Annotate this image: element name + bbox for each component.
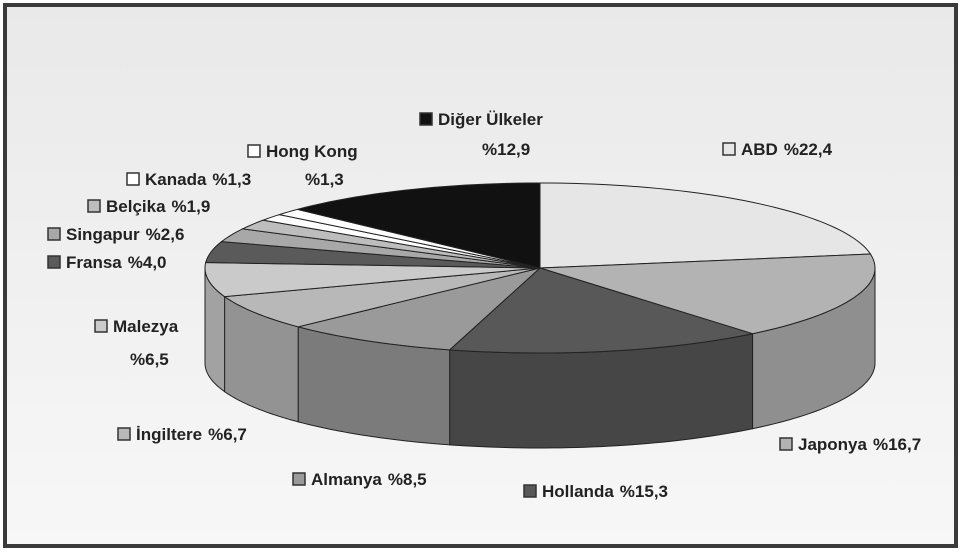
legend-swatch (47, 227, 61, 241)
slice (448, 267, 753, 354)
slice-name: Japonya (798, 435, 868, 454)
slice-name: ABD (741, 140, 778, 159)
slice-value: %1,9 (172, 197, 211, 216)
slice (220, 228, 541, 269)
slice-name: Singapur (66, 225, 140, 244)
slice (539, 182, 872, 269)
legend-swatch (94, 319, 108, 333)
legend-swatch (722, 142, 736, 156)
slice-name: Kanada (145, 170, 207, 189)
slice-label: İngiltere %6,7 (136, 425, 247, 444)
slice-value: %12,9 (482, 140, 530, 159)
legend-swatch (247, 144, 261, 158)
slice-name: İngiltere (136, 425, 202, 444)
legend-swatch (126, 172, 140, 186)
slice-name: Hong Kong (266, 142, 358, 161)
slice-name: Malezya (113, 317, 179, 336)
slice-value: %8,5 (388, 470, 427, 489)
slice-label: Fransa %4,0 (66, 253, 167, 272)
slice-label: ABD %22,4 (741, 140, 833, 159)
slice (298, 267, 541, 351)
slice-value: %6,5 (130, 350, 169, 369)
slice-value: %16,7 (873, 435, 921, 454)
slice-label: Belçika %1,9 (106, 197, 210, 216)
slice-name: Belçika (106, 197, 166, 216)
legend-swatch (419, 112, 433, 126)
slice-name: Diğer Ülkeler (438, 110, 543, 129)
legend-swatch (117, 427, 131, 441)
legend-swatch (87, 199, 101, 213)
legend-swatch (47, 255, 61, 269)
legend-swatch (292, 472, 306, 486)
slice-label: Singapur %2,6 (66, 225, 184, 244)
legend-swatch (523, 484, 537, 498)
slice (204, 262, 541, 298)
slice-label: Kanada %1,3 (145, 170, 251, 189)
slice-value: %6,7 (208, 425, 247, 444)
slice (539, 253, 876, 335)
slice-value: %22,4 (784, 140, 833, 159)
slice (223, 267, 541, 328)
slice-name: Fransa (66, 253, 122, 272)
slice-value: %4,0 (128, 253, 167, 272)
legend-swatch (779, 437, 793, 451)
slice-label: Japonya %16,7 (798, 435, 921, 454)
slice-value: %1,3 (305, 170, 344, 189)
slice (297, 182, 541, 269)
slice-value: %2,6 (146, 225, 185, 244)
slice-value: %1,3 (212, 170, 251, 189)
slice-name: Almanya (311, 470, 382, 489)
slice-label: Hollanda %15,3 (542, 482, 668, 501)
slice-value: %15,3 (620, 482, 668, 501)
slice-name: Hollanda (542, 482, 614, 501)
slice-label: Almanya %8,5 (311, 470, 427, 489)
